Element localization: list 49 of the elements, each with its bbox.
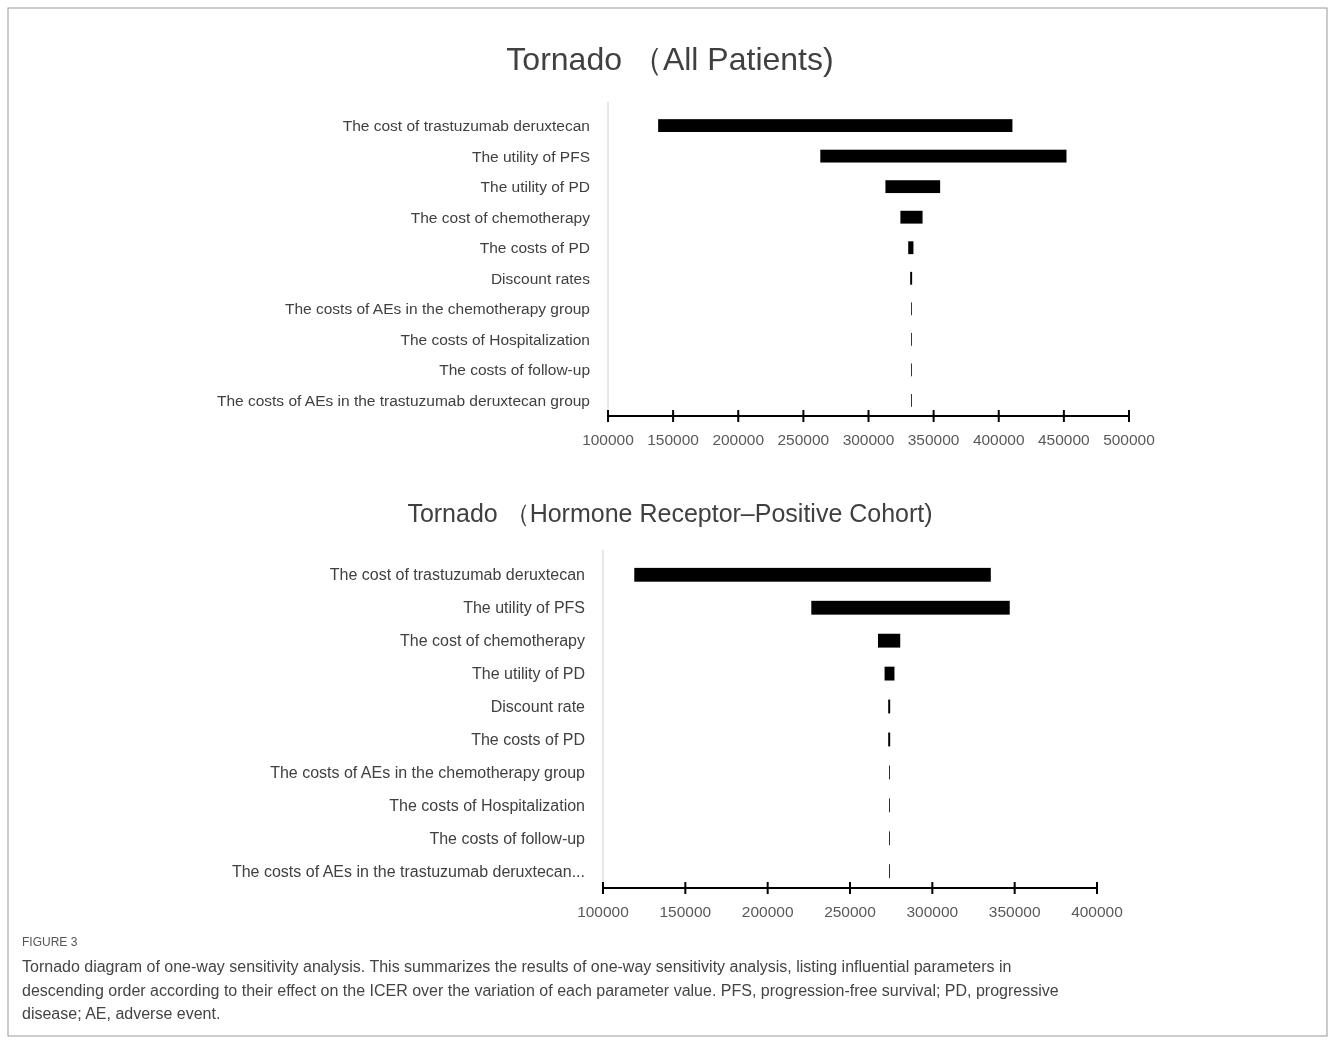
y-tick-label: The costs of PD [479, 239, 590, 257]
x-tick-label: 450000 [1038, 431, 1091, 448]
y-tick-label: Discount rates [490, 269, 591, 287]
x-tick-label: 200000 [712, 431, 765, 448]
bar [877, 633, 901, 648]
y-tick-label: The utility of PD [480, 178, 590, 196]
y-tick-label: The cost of trastuzumab deruxtecan [329, 566, 585, 584]
x-tick-label: 200000 [741, 903, 794, 920]
x-tick-label: 300000 [842, 431, 895, 448]
x-tick-label: 500000 [1103, 431, 1156, 448]
y-tick-label: The utility of PD [472, 665, 585, 683]
chart-title: Tornado （Hormone Receptor–Positive Cohort) [407, 499, 933, 527]
y-tick-label: The costs of follow-up [429, 829, 586, 847]
bar [885, 180, 941, 194]
y-tick-label: The utility of PFS [471, 147, 590, 165]
y-tick-label: The cost of chemotherapy [400, 632, 585, 650]
x-tick-label: 100000 [582, 431, 635, 448]
x-tick-label: 350000 [988, 903, 1041, 920]
x-tick-label: 400000 [1071, 903, 1124, 920]
y-tick-label: The utility of PFS [463, 599, 585, 617]
x-tick-label: 250000 [824, 903, 877, 920]
bar [884, 666, 895, 681]
y-tick-label: The cost of trastuzumab deruxtecan [342, 117, 590, 134]
bar [811, 600, 1010, 615]
y-tick-label: The costs of PD [471, 731, 585, 749]
y-tick-label: The cost of chemotherapy [410, 208, 591, 226]
x-tick-label: 150000 [647, 431, 700, 448]
x-tick-label: 400000 [972, 431, 1025, 448]
y-tick-label: The costs of Hospitalization [389, 796, 585, 814]
y-tick-label: The costs of AEs in the chemotherapy group [284, 300, 590, 318]
x-tick-label: 150000 [659, 903, 712, 920]
y-tick-label: The costs of AEs in the chemotherapy group [270, 764, 586, 781]
y-tick-label: The costs of follow-up [439, 361, 590, 379]
y-tick-label: Discount rate [490, 698, 586, 716]
bar [634, 567, 991, 582]
chart-title: Tornado （All Patients) [506, 41, 834, 77]
bar [908, 241, 914, 255]
x-tick-label: 100000 [577, 903, 630, 920]
y-tick-label: The costs of AEs in the trastuzumab deruxtecan group [216, 391, 590, 409]
bar [900, 210, 923, 224]
caption: FIGURE 3 [22, 935, 78, 949]
x-tick-label: 250000 [777, 431, 830, 448]
text: Tornado diagram of one-way sensitivity analysis. This summarizes the results of one-way sensitivity analysis, listing influential parameters in descending order according to their effect on the ICER over the variation of each parameter value. PFS, progression-free survival; PD, progressive disease; AE, adverse event. [22, 958, 1059, 1022]
y-tick-label: The costs of AEs in the trastuzumab deruxtecan... [231, 862, 585, 880]
x-tick-label: 350000 [907, 431, 960, 448]
x-tick-label: 300000 [906, 903, 959, 920]
bar [820, 149, 1067, 163]
y-tick-label: The costs of Hospitalization [400, 330, 590, 348]
bar [658, 119, 1013, 132]
